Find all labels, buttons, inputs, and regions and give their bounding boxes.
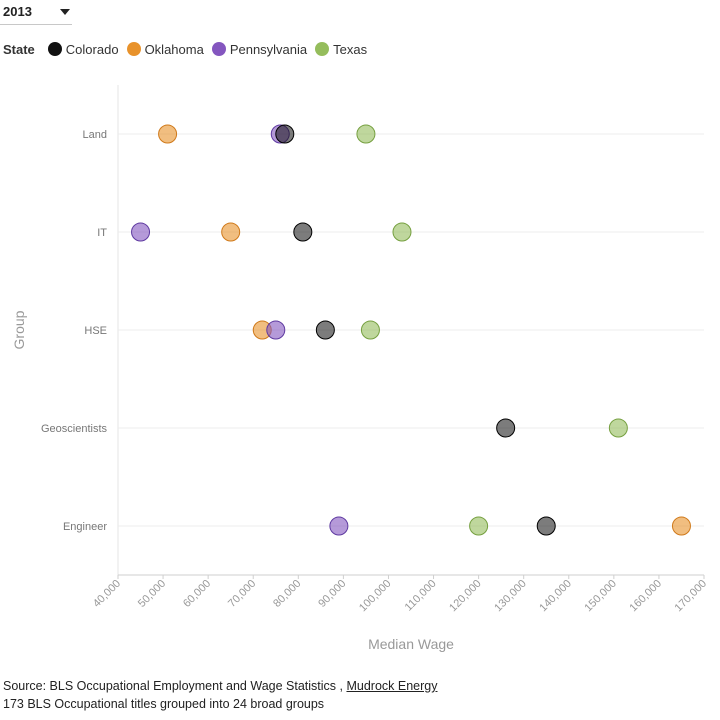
legend-item-oklahoma[interactable]: Oklahoma <box>126 41 204 57</box>
x-tick-label-5: 90,000 <box>316 578 348 610</box>
source-line: Source: BLS Occupational Employment and … <box>3 677 437 695</box>
dot-texas-it <box>392 222 412 242</box>
legend-swatch-oklahoma <box>126 42 141 56</box>
dot-texas-hse <box>360 320 380 340</box>
x-tick-label-3: 70,000 <box>226 578 258 610</box>
x-tick-label-12: 160,000 <box>627 578 664 615</box>
legend-item-pennsylvania[interactable]: Pennsylvania <box>211 41 308 57</box>
chevron-down-icon <box>60 9 70 15</box>
dot-plot-chart: Land IT HSE Geoscientists Engineer 40,000 50,0… <box>11 85 710 652</box>
category-label-it: IT <box>97 227 107 239</box>
dot-colorado-hse <box>315 320 335 340</box>
legend-label-oklahoma: Oklahoma <box>144 41 204 57</box>
dot-colorado-land <box>275 124 295 144</box>
x-tick-label-10: 140,000 <box>537 578 574 615</box>
x-tick-label-2: 60,000 <box>181 578 213 610</box>
x-tick-label-11: 150,000 <box>582 578 619 615</box>
x-tick-label-6: 100,000 <box>357 578 394 615</box>
x-tick-label-13: 170,000 <box>673 578 710 615</box>
x-tick-label-8: 120,000 <box>447 578 484 615</box>
footer-note: 173 BLS Occupational titles grouped into… <box>3 697 325 711</box>
x-tick-label-7: 110,000 <box>403 578 439 614</box>
dot-colorado-geoscientists <box>496 418 516 438</box>
legend-label-pennsylvania: Pennsylvania <box>229 41 308 57</box>
legend-swatch-colorado <box>47 42 62 56</box>
dot-oklahoma-land <box>158 124 178 144</box>
year-dropdown-value: 2013 <box>3 4 32 19</box>
dot-texas-land <box>356 124 376 144</box>
dot-texas-geoscientists <box>608 418 628 438</box>
chart-legend: State Colorado Oklahoma Pennsylvania Tex… <box>3 40 375 58</box>
dot-colorado-engineer <box>536 516 556 536</box>
x-tick-label-0: 40,000 <box>91 578 123 610</box>
legend-swatch-pennsylvania <box>211 42 226 56</box>
dot-pennsylvania-hse <box>266 320 286 340</box>
dot-oklahoma-engineer <box>671 516 691 536</box>
legend-item-texas[interactable]: Texas <box>315 42 367 57</box>
legend-label-texas: Texas <box>333 41 368 57</box>
category-label-land: Land <box>83 129 107 141</box>
category-label-engineer: Engineer <box>63 521 107 533</box>
y-axis-title: Group <box>11 310 27 349</box>
legend-swatch-texas <box>315 42 330 56</box>
x-tick-label-1: 50,000 <box>136 578 168 610</box>
dot-texas-engineer <box>469 516 489 536</box>
dot-oklahoma-it <box>221 222 241 242</box>
year-dropdown[interactable]: 2013 <box>0 0 72 25</box>
x-tick-label-4: 80,000 <box>271 578 303 610</box>
source-text: Source: BLS Occupational Employment and … <box>3 679 343 693</box>
legend-item-colorado[interactable]: Colorado <box>47 41 119 57</box>
x-tick-label-9: 130,000 <box>492 578 529 615</box>
dot-pennsylvania-engineer <box>329 516 349 536</box>
source-link[interactable]: Mudrock Energy <box>346 679 438 693</box>
chart-footer: Source: BLS Occupational Employment and … <box>3 677 437 713</box>
dot-colorado-it <box>293 222 313 242</box>
category-label-geoscientists: Geoscientists <box>41 423 108 435</box>
dot-pennsylvania-it <box>131 222 151 242</box>
legend-label-colorado: Colorado <box>65 41 119 57</box>
legend-title: State <box>3 41 35 57</box>
x-axis-title: Median Wage <box>368 636 454 652</box>
category-label-hse: HSE <box>84 325 107 337</box>
